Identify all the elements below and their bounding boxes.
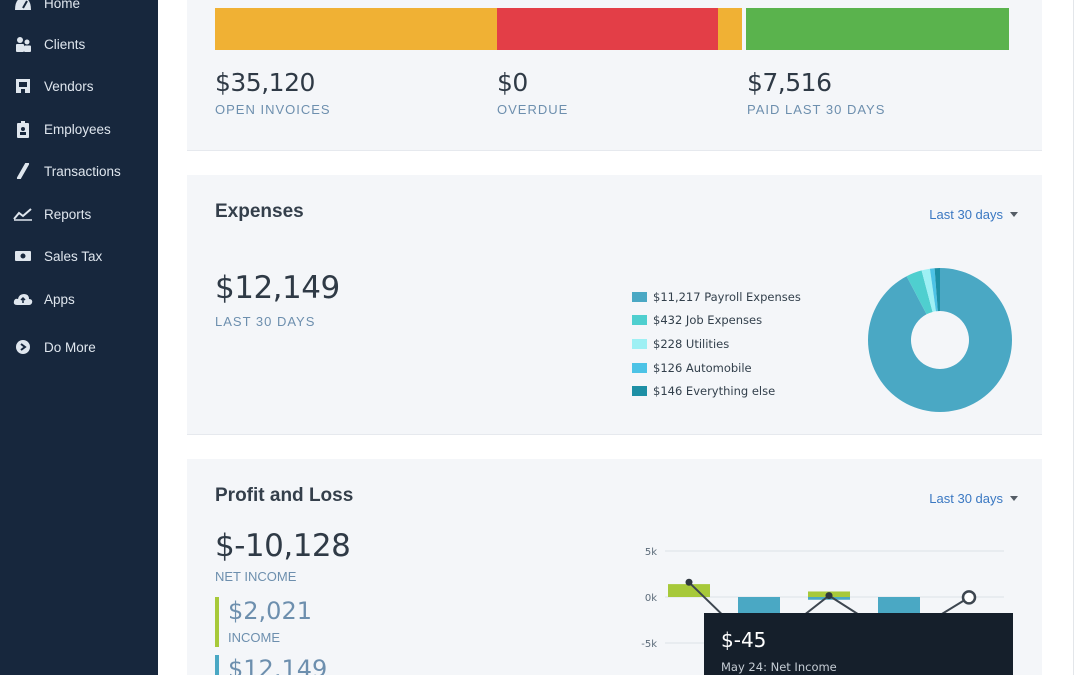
caret-down-icon — [1010, 496, 1018, 501]
clients-icon — [13, 36, 33, 52]
apps-icon — [13, 292, 33, 306]
sidebar-item-label: Vendors — [44, 78, 94, 94]
sales-tax-icon — [13, 250, 33, 262]
y-tick-label: 0k — [645, 593, 657, 604]
expense-indicator — [215, 655, 219, 675]
vendors-icon — [13, 78, 33, 94]
expenses-total: $12,149 — [215, 270, 340, 306]
legend-item[interactable]: $11,217 Payroll Expenses — [632, 285, 801, 309]
donut-slice[interactable] — [934, 268, 940, 312]
income-bar[interactable] — [668, 584, 710, 597]
profit-loss-title: Profit and Loss — [215, 485, 354, 506]
open-invoices-label: OPEN INVOICES — [215, 102, 331, 117]
scrollbar-track[interactable] — [1073, 0, 1074, 675]
overdue-label: OVERDUE — [497, 102, 569, 117]
legend-swatch — [632, 362, 647, 373]
sidebar-item-label: Employees — [44, 121, 111, 137]
overdue-amount: $0 — [497, 68, 528, 97]
expenses-total-label: LAST 30 DAYS — [215, 314, 316, 329]
legend-swatch — [632, 338, 647, 349]
expenses-range-dropdown[interactable]: Last 30 days — [929, 207, 1018, 222]
legend-swatch — [632, 315, 647, 326]
sidebar-item-label: Transactions — [44, 163, 121, 179]
expenses-title: Expenses — [215, 201, 304, 222]
sidebar-item-vendors[interactable]: Vendors — [0, 71, 158, 101]
sidebar-item-home[interactable]: Home — [0, 0, 158, 18]
y-tick-label: 5k — [645, 547, 657, 558]
legend-swatch — [632, 291, 647, 302]
transactions-icon — [13, 163, 33, 179]
sidebar-item-clients[interactable]: Clients — [0, 29, 158, 59]
legend-item[interactable]: $146 Everything else — [632, 379, 801, 403]
legend-item[interactable]: $126 Automobile — [632, 356, 801, 380]
overdue-bar[interactable] — [497, 8, 718, 50]
sidebar-item-label: Clients — [44, 36, 86, 52]
range-label: Last 30 days — [929, 207, 1003, 222]
legend-text: $126 Automobile — [653, 360, 752, 375]
legend-text: $432 Job Expenses — [653, 313, 763, 328]
tooltip-value: $-45 — [721, 628, 767, 652]
paid-label: PAID LAST 30 DAYS — [747, 102, 886, 117]
paid-bar[interactable] — [746, 8, 1009, 50]
income-amount: $2,021 — [228, 597, 312, 625]
do-more-icon — [13, 339, 33, 355]
legend-text: $228 Utilities — [653, 336, 730, 351]
profit-loss-range-dropdown[interactable]: Last 30 days — [929, 491, 1018, 506]
legend-item[interactable]: $228 Utilities — [632, 332, 801, 356]
expenses-legend: $11,217 Payroll Expenses $432 Job Expens… — [632, 285, 801, 403]
sidebar-item-apps[interactable]: Apps — [0, 284, 158, 314]
open-invoices-bar[interactable] — [215, 8, 497, 50]
employees-icon — [13, 120, 33, 138]
sidebar-item-label: Reports — [44, 206, 92, 222]
chart-tooltip: $-45 May 24: Net Income — [704, 613, 1013, 675]
invoices-card: $35,120 OPEN INVOICES $0 OVERDUE $7,516 … — [187, 0, 1042, 151]
legend-item[interactable]: $432 Job Expenses — [632, 309, 801, 333]
income-label: INCOME — [228, 630, 280, 645]
sidebar-item-label: Home — [44, 0, 81, 11]
home-icon — [13, 0, 33, 11]
caret-down-icon — [1010, 212, 1018, 217]
legend-text: $146 Everything else — [653, 384, 776, 399]
net-income-point[interactable] — [825, 592, 833, 600]
donut-slice[interactable] — [906, 270, 933, 315]
net-income-amount: $-10,128 — [215, 528, 351, 564]
net-income-label: NET INCOME — [215, 569, 297, 584]
sidebar-item-reports[interactable]: Reports — [0, 199, 158, 229]
net-income-point-selected[interactable] — [961, 590, 977, 605]
net-income-point[interactable] — [685, 578, 693, 586]
donut-slice[interactable] — [929, 268, 938, 312]
sidebar-item-employees[interactable]: Employees — [0, 114, 158, 144]
sidebar-item-do-more[interactable]: Do More — [0, 332, 158, 362]
expenses-card: Expenses Last 30 days $12,149 LAST 30 DA… — [187, 175, 1042, 435]
tooltip-label: May 24: Net Income — [721, 660, 837, 674]
legend-text: $11,217 Payroll Expenses — [653, 289, 801, 304]
sidebar-item-sales-tax[interactable]: Sales Tax — [0, 241, 158, 271]
donut-slice[interactable] — [921, 268, 936, 312]
open-invoices-amount: $35,120 — [215, 68, 315, 97]
expense-amount: $12,149 — [228, 655, 328, 675]
sidebar-item-label: Sales Tax — [44, 248, 103, 264]
main-content: $35,120 OPEN INVOICES $0 OVERDUE $7,516 … — [158, 0, 1080, 675]
expenses-donut-chart[interactable] — [867, 267, 1013, 413]
sidebar-item-label: Do More — [44, 339, 96, 355]
sidebar-item-label: Apps — [44, 291, 75, 307]
open-invoices-bar-tail[interactable] — [718, 8, 742, 50]
paid-amount: $7,516 — [747, 68, 832, 97]
sidebar: Home Clients Vendors Employees Transacti… — [0, 0, 158, 675]
y-tick-label: -5k — [641, 639, 657, 650]
donut-slice[interactable] — [868, 268, 1012, 412]
sidebar-item-transactions[interactable]: Transactions — [0, 156, 158, 186]
legend-swatch — [632, 386, 647, 397]
income-indicator — [215, 597, 219, 647]
reports-icon — [13, 207, 33, 221]
range-label: Last 30 days — [929, 491, 1003, 506]
